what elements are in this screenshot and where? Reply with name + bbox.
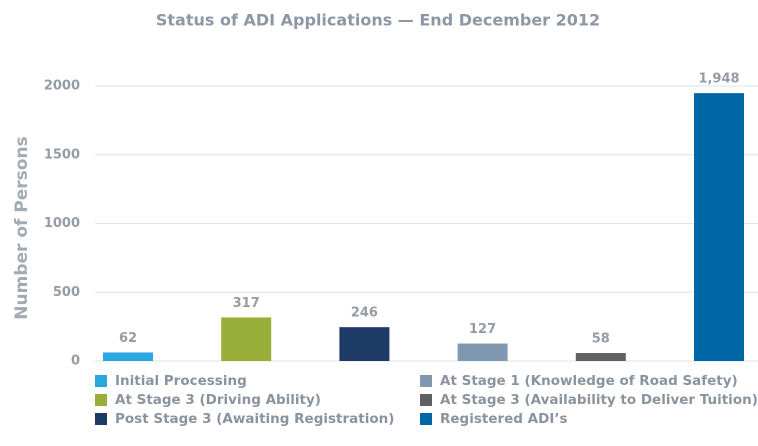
bar — [221, 317, 272, 361]
legend-label: At Stage 3 (Availability to Deliver Tuit… — [440, 392, 758, 408]
bar — [457, 343, 508, 361]
legend-label: Registered ADI’s — [440, 411, 568, 427]
bar — [103, 352, 153, 361]
data-label: 1,948 — [698, 72, 739, 87]
y-axis-title: Number of Persons — [12, 136, 32, 319]
legend-swatch — [420, 394, 432, 406]
legend-swatch — [95, 413, 107, 425]
data-label: 317 — [233, 296, 260, 311]
legend-swatch — [95, 375, 107, 387]
data-label: 58 — [592, 332, 610, 347]
legend-label: Post Stage 3 (Awaiting Registration) — [115, 411, 394, 427]
bar — [694, 93, 744, 362]
legend-swatch — [95, 394, 107, 406]
y-tick-label: 500 — [53, 285, 80, 300]
legend-swatch — [420, 375, 432, 387]
y-tick-label: 0 — [71, 354, 80, 369]
legend-label: At Stage 3 (Driving Ability) — [115, 392, 321, 408]
bar — [575, 353, 626, 361]
y-tick-label: 2000 — [44, 79, 80, 94]
legend-label: Initial Processing — [115, 373, 247, 389]
legend-swatch — [420, 413, 432, 425]
data-label: 62 — [119, 331, 137, 346]
data-label: 127 — [469, 322, 496, 337]
y-tick-label: 1000 — [44, 216, 80, 231]
y-tick-label: 1500 — [44, 147, 80, 162]
legend-label: At Stage 1 (Knowledge of Road Safety) — [440, 373, 738, 389]
chart-title: Status of ADI Applications — End Decembe… — [156, 11, 600, 30]
data-label: 246 — [351, 306, 378, 321]
bar — [339, 327, 390, 361]
